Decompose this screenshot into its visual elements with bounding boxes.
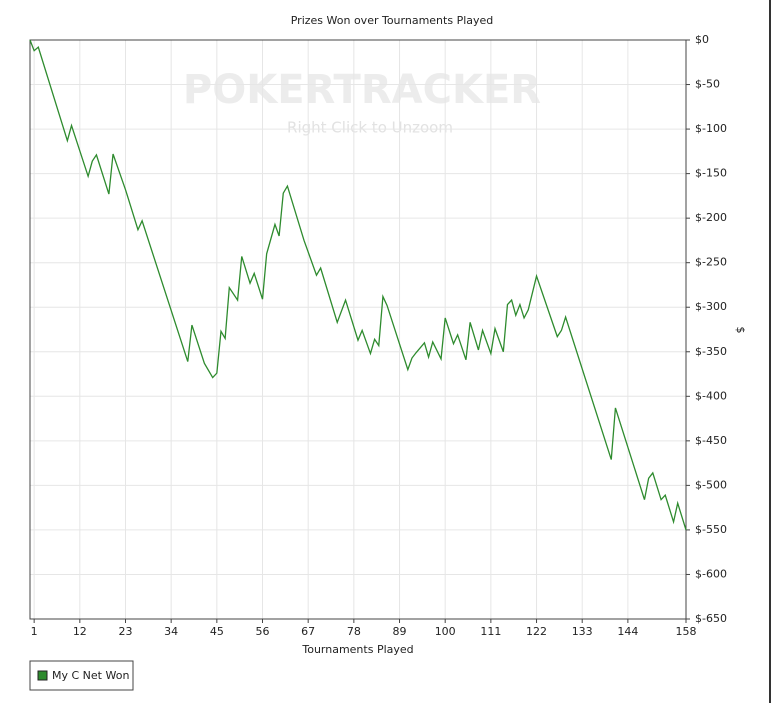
- legend: [29, 660, 134, 691]
- y-tick-label: $-100: [695, 122, 727, 135]
- y-tick-label: $-350: [695, 345, 727, 358]
- y-tick-label: $-550: [695, 523, 727, 536]
- x-axis-label: Tournaments Played: [301, 643, 413, 656]
- x-tick-label: 89: [393, 625, 407, 638]
- chart-title: Prizes Won over Tournaments Played: [291, 14, 494, 27]
- y-tick-label: $-250: [695, 256, 727, 269]
- y-tick-label: $-50: [695, 78, 720, 91]
- line-series: [29, 39, 687, 531]
- watermark: POKERTRACKER: [183, 67, 541, 113]
- x-tick-label: 1: [31, 625, 38, 638]
- x-tick-label: 133: [572, 625, 593, 638]
- y-tick-label: $-500: [695, 478, 727, 491]
- x-tick-label: 23: [118, 625, 132, 638]
- y-tick-label: $-200: [695, 211, 727, 224]
- x-tick-label: 56: [256, 625, 270, 638]
- x-tick-label: 158: [676, 625, 697, 638]
- y-tick-label: $-400: [695, 389, 727, 402]
- y-tick-label: $-650: [695, 612, 727, 625]
- y-tick-label: $-300: [695, 300, 727, 313]
- x-tick-label: 111: [480, 625, 501, 638]
- x-tick-label: 45: [210, 625, 224, 638]
- plot-frame: [29, 39, 687, 620]
- x-tick-label: 78: [347, 625, 361, 638]
- y-axis-label: $: [734, 327, 747, 334]
- watermark-hint: Right Click to Unzoom: [287, 119, 453, 137]
- y-tick-label: $0: [695, 33, 709, 46]
- x-tick-label: 122: [526, 625, 547, 638]
- y-tick-label: $-600: [695, 567, 727, 580]
- x-tick-label: 67: [301, 625, 315, 638]
- x-tick-label: 144: [617, 625, 638, 638]
- x-tick-label: 34: [164, 625, 178, 638]
- x-tick-label: 12: [73, 625, 87, 638]
- x-tick-label: 100: [435, 625, 456, 638]
- legend-swatch: [37, 670, 48, 681]
- y-tick-label: $-450: [695, 434, 727, 447]
- y-tick-label: $-150: [695, 167, 727, 180]
- legend-label: My C Net Won: [52, 669, 129, 682]
